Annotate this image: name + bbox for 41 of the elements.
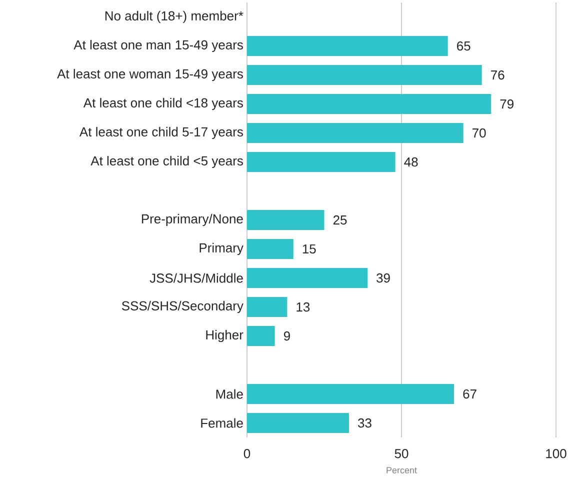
bar <box>247 36 448 56</box>
bar <box>247 384 454 404</box>
y-tick-label: Primary <box>200 242 244 256</box>
data-label: 9 <box>284 331 290 341</box>
y-tick-label: Female <box>201 418 243 428</box>
data-label: 48 <box>404 157 418 167</box>
y-tick-label: Higher <box>206 330 244 342</box>
y-tick-label: JSS/JHS/Middle <box>150 273 243 283</box>
y-tick-label: No adult (18+) member* <box>105 10 244 24</box>
x-tick-label: 0 <box>244 449 250 458</box>
bar <box>247 238 294 259</box>
data-label: 67 <box>463 389 476 399</box>
bar <box>247 65 482 85</box>
data-label: 33 <box>358 418 372 428</box>
data-label: 76 <box>491 70 504 80</box>
data-label: 79 <box>500 99 514 109</box>
y-tick-label: At least one child <5 years <box>90 156 243 168</box>
y-tick-label: At least one child <18 years <box>83 98 243 110</box>
bar <box>247 210 324 230</box>
bar <box>247 94 492 114</box>
x-tick-label: 100 <box>546 449 566 458</box>
bar <box>247 152 396 172</box>
data-label: 25 <box>333 215 347 225</box>
x-axis-title: Percent <box>386 467 417 474</box>
data-label: 65 <box>457 41 470 51</box>
bar <box>247 412 349 433</box>
y-tick-label: At least one child 5-17 years <box>79 126 243 140</box>
bar <box>247 268 368 288</box>
data-label: 70 <box>472 128 486 138</box>
y-tick-label: At least one man 15-49 years <box>74 40 243 52</box>
data-label: 15 <box>302 244 316 254</box>
y-tick-label: At least one woman 15-49 years <box>57 68 243 82</box>
data-label: 39 <box>376 273 390 283</box>
y-tick-label: Male <box>216 389 243 399</box>
bar <box>247 326 275 346</box>
y-tick-label: SSS/SHS/Secondary <box>122 300 244 314</box>
data-label: 13 <box>296 302 310 312</box>
bar <box>247 122 464 143</box>
x-tick-label: 50 <box>394 449 408 458</box>
y-tick-label: Pre-primary/None <box>142 214 243 226</box>
bar <box>247 296 288 317</box>
